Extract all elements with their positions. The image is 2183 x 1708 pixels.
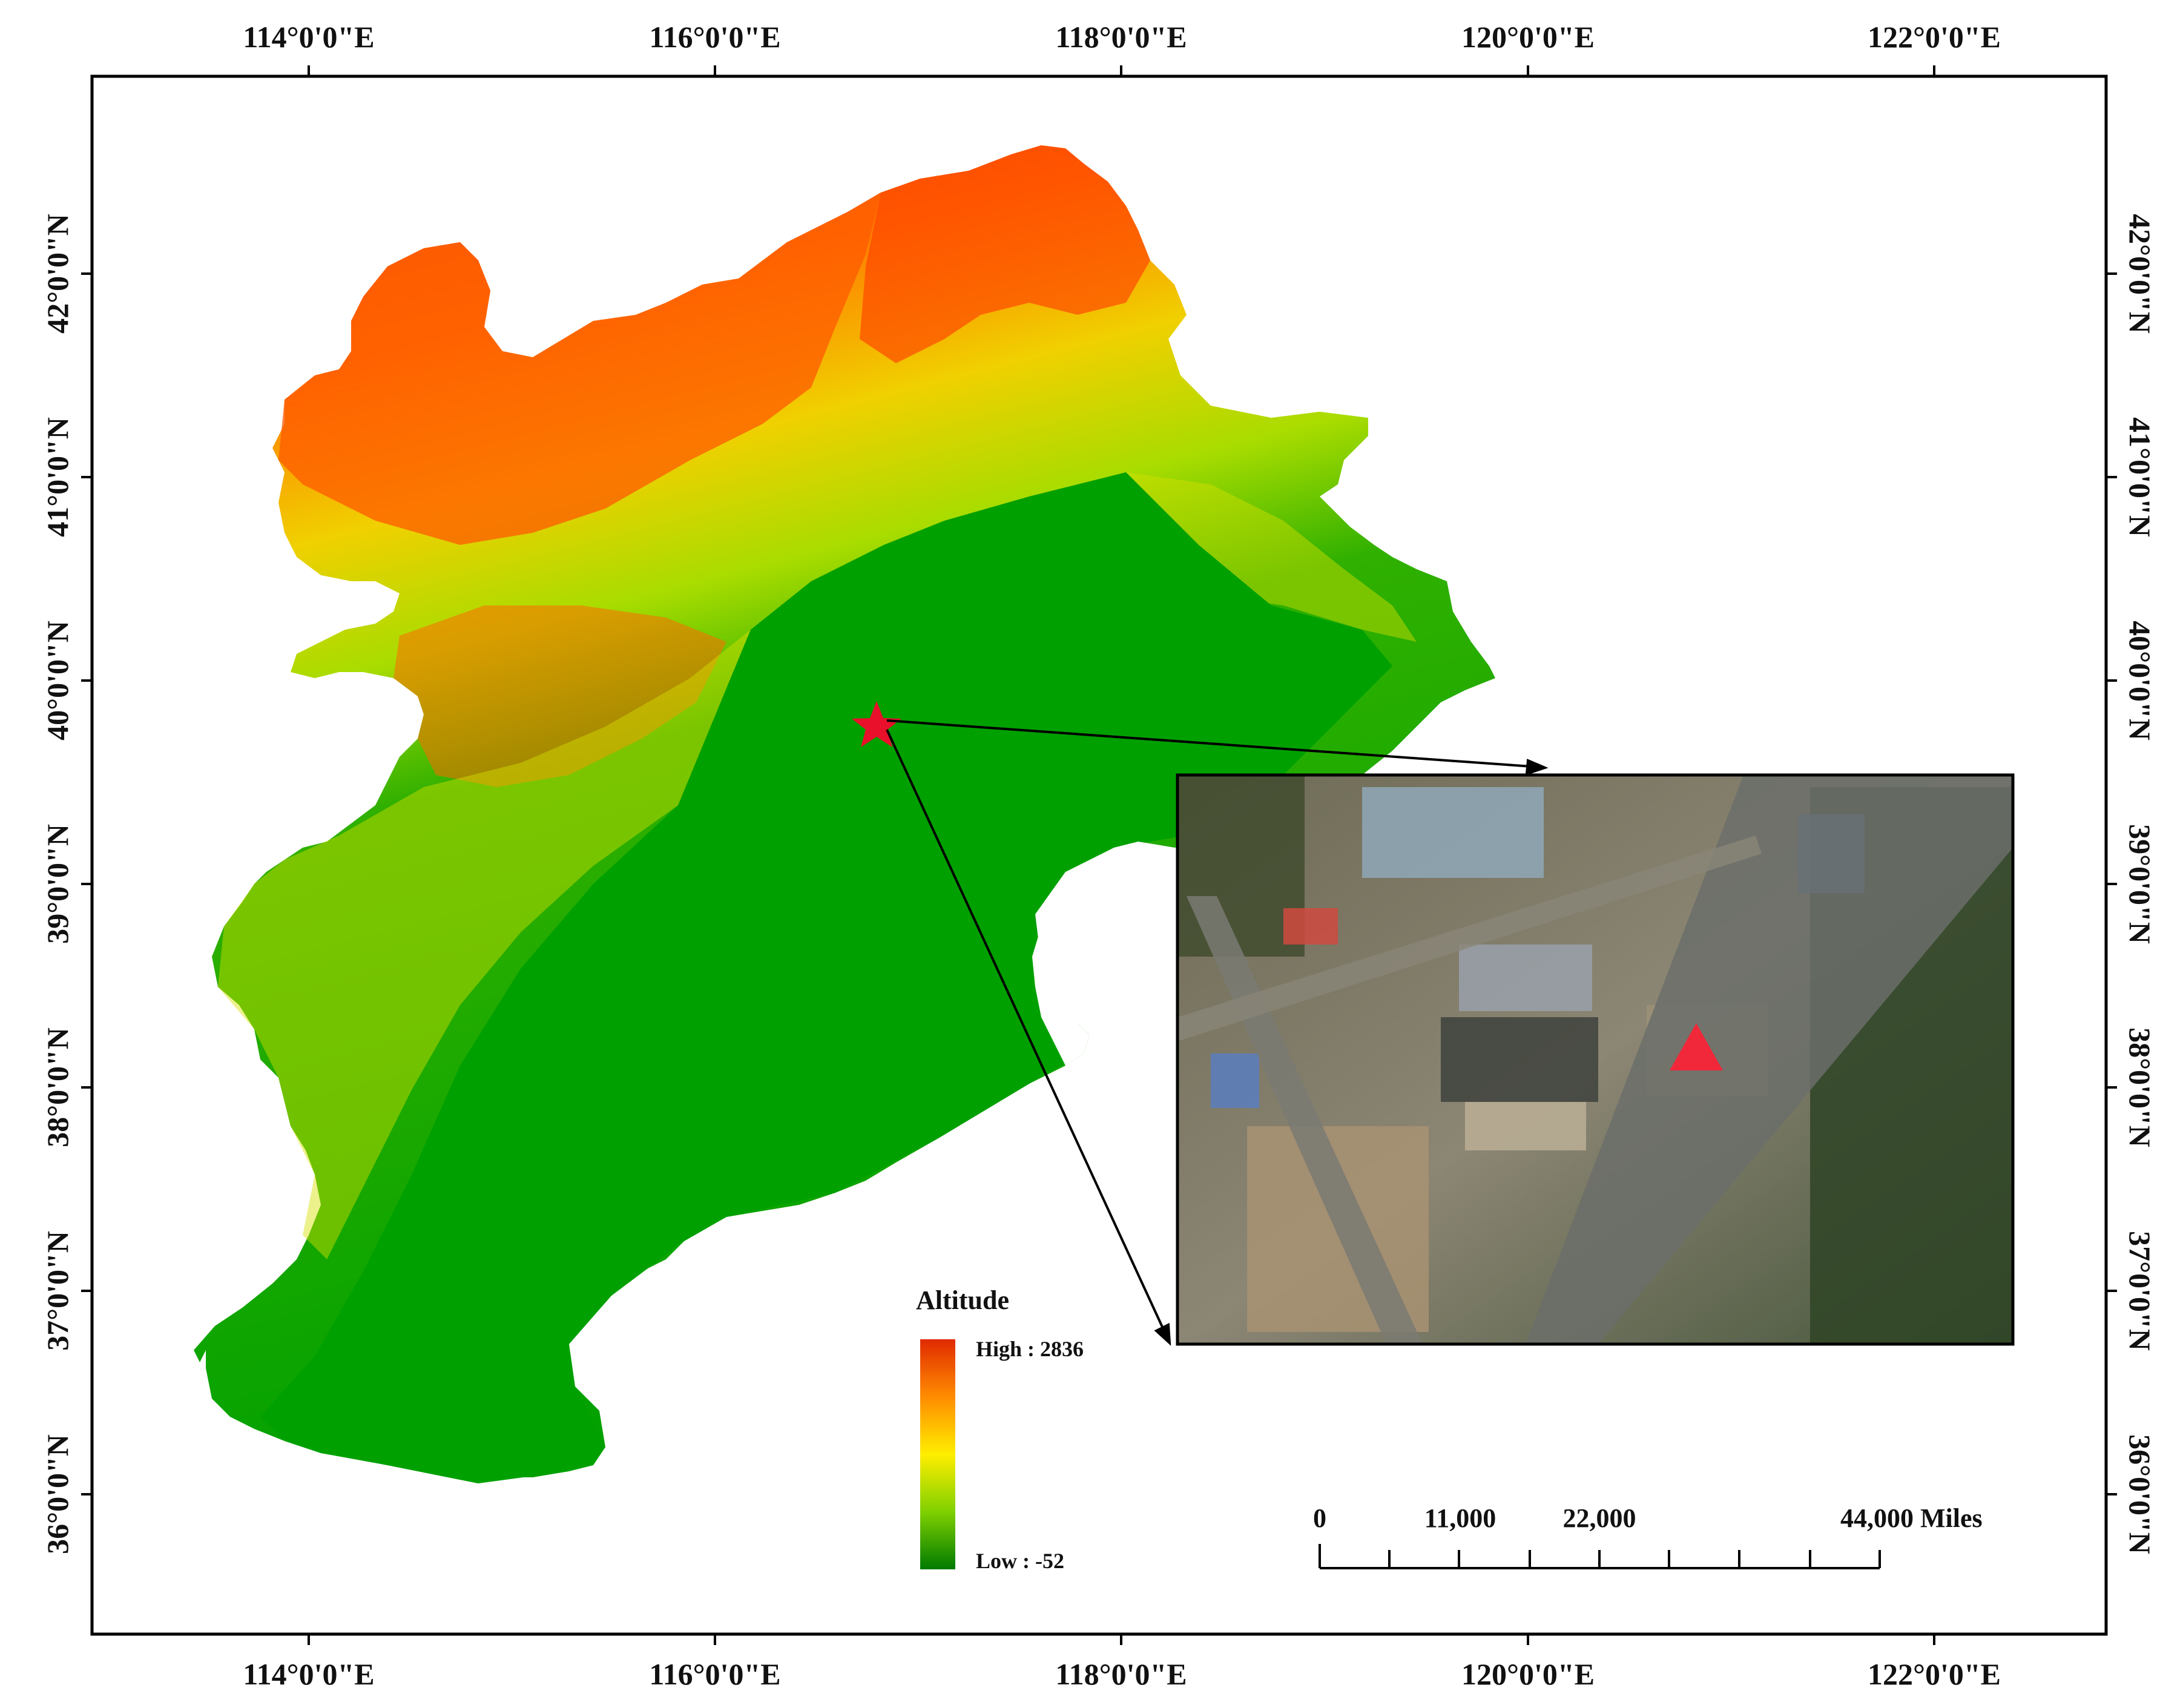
lowland-plain [260, 472, 1392, 1483]
right-lat-label: 42°0'0"N [2123, 214, 2157, 334]
left-lat-label: 36°0'0"N [41, 1434, 74, 1554]
right-lat-label: 37°0'0"N [2123, 1231, 2157, 1351]
bottom-lon-label: 114°0'0"E [243, 1657, 374, 1691]
legend-title: Altitude [916, 1285, 1009, 1315]
left-lat-label: 39°0'0"N [41, 824, 74, 944]
highland-zone-southwest [393, 605, 726, 787]
right-lat-label: 38°0'0"N [2123, 1027, 2157, 1147]
scale-label-22000: 22,000 [1563, 1503, 1636, 1533]
bottom-lon-label: 116°0'0"E [649, 1657, 780, 1691]
highland-zone-north [860, 145, 1150, 363]
right-lat-label: 41°0'0"N [2123, 417, 2157, 537]
bottom-lon-label: 118°0'0"E [1055, 1657, 1187, 1691]
right-lat-label: 40°0'0"N [2123, 621, 2157, 740]
legend-low-label: Low : -52 [976, 1549, 1064, 1573]
right-lat-label: 36°0'0"N [2123, 1434, 2157, 1554]
right-lat-label: 39°0'0"N [2123, 824, 2157, 944]
bohai-bay [1032, 842, 1187, 1066]
bottom-lon-label: 122°0'0"E [1868, 1657, 2001, 1691]
top-lon-label: 118°0'0"E [1055, 20, 1187, 54]
left-lat-label: 38°0'0"N [41, 1027, 74, 1147]
top-lon-label: 120°0'0"E [1461, 20, 1595, 54]
scale-label-11000: 11,000 [1424, 1503, 1496, 1533]
inset-connector-arrows [886, 719, 1549, 1346]
left-lat-label: 37°0'0"N [41, 1231, 74, 1351]
observation-site-triangle-icon [1670, 1023, 1723, 1070]
altitude-legend: Altitude High : 2836 Low : -52 [916, 1285, 1084, 1573]
top-lon-label: 122°0'0"E [1868, 20, 2001, 54]
left-lat-label: 40°0'0"N [41, 621, 74, 740]
top-lon-label: 114°0'0"E [243, 20, 374, 54]
satellite-inset [1176, 773, 2015, 1346]
legend-high-label: High : 2836 [976, 1337, 1084, 1361]
scale-label-0: 0 [1313, 1503, 1326, 1533]
graticule-ticks [81, 65, 2117, 1645]
legend-color-ramp [920, 1339, 955, 1569]
left-lat-label: 42°0'0"N [41, 214, 74, 334]
scale-label-44000: 44,000 Miles [1840, 1503, 1983, 1533]
left-lat-label: 41°0'0"N [41, 417, 74, 537]
scale-bar: 0 11,000 22,000 44,000 Miles [1313, 1503, 1983, 1569]
highland-zone-northwest [278, 193, 881, 545]
top-lon-label: 116°0'0"E [649, 20, 780, 54]
bottom-lon-label: 120°0'0"E [1461, 1657, 1595, 1691]
